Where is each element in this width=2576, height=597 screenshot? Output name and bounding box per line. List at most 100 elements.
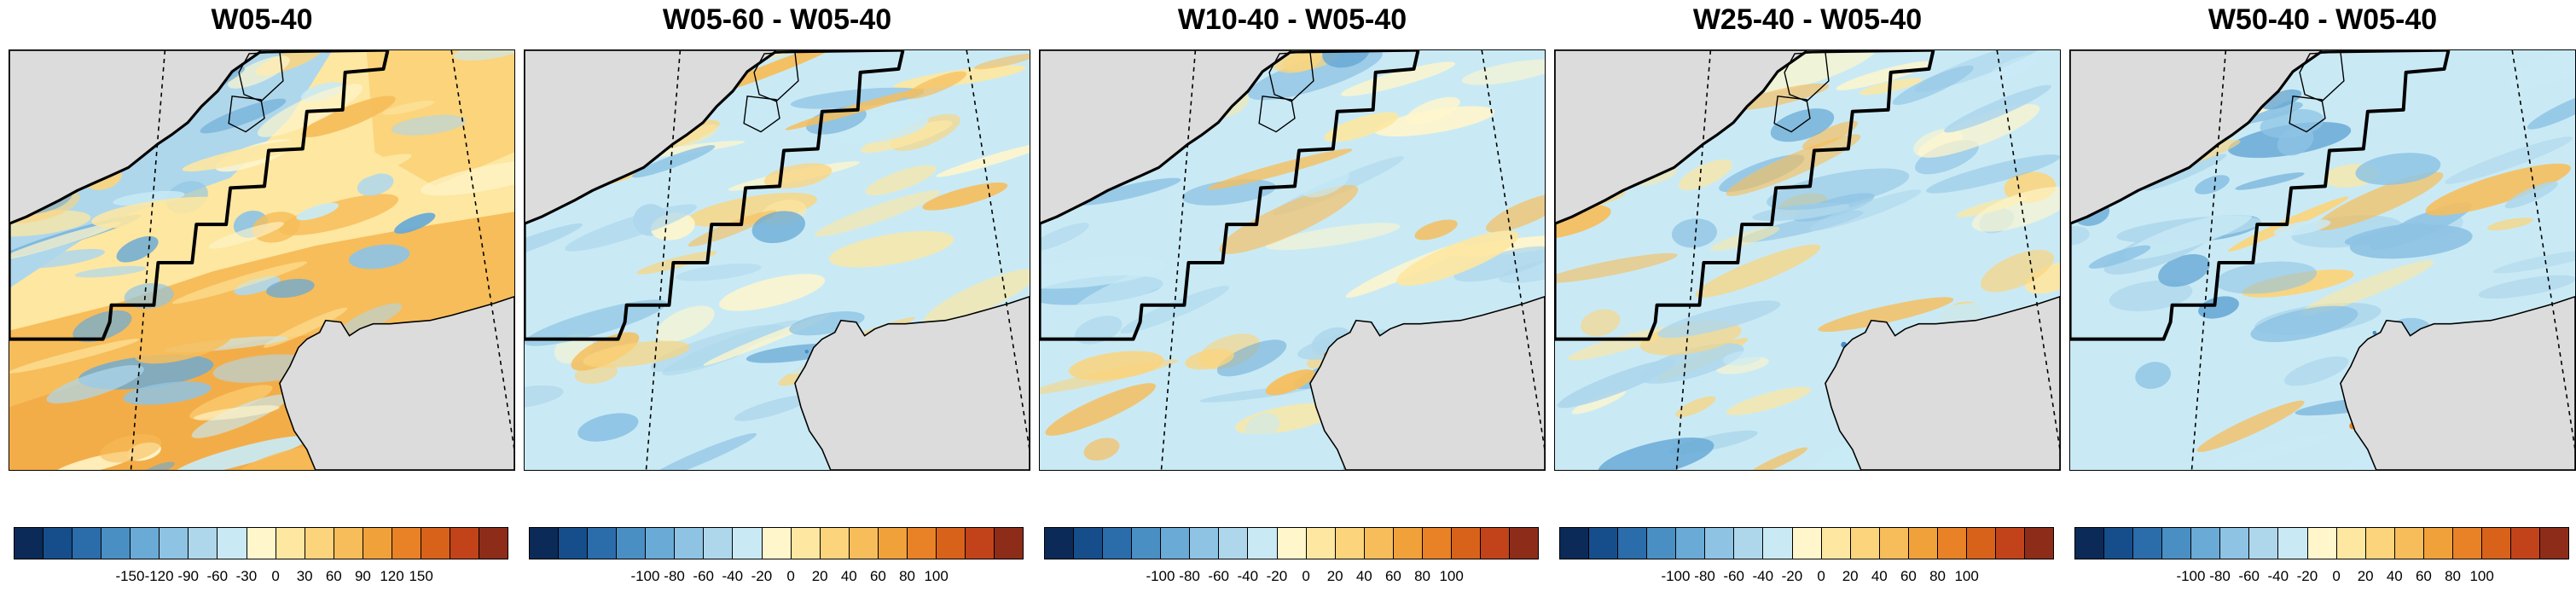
- colorbar-swatch: [2162, 528, 2192, 559]
- map-canvas: [525, 50, 1030, 470]
- colorbar-swatch: [849, 528, 879, 559]
- colorbar-swatch: [530, 528, 560, 559]
- colorbar-swatch: [1103, 528, 1133, 559]
- panel-title: W50-40 - W05-40: [2208, 3, 2438, 36]
- colorbar-tick-label: 60: [1900, 568, 1917, 584]
- map-panel: W25-40 - W05-40 -100 -80 -60 -40 -20 0 20 40 60 80…: [1554, 0, 2061, 597]
- colorbar-swatch: [1277, 528, 1307, 559]
- colorbar-swatch: [2365, 528, 2395, 559]
- colorbar-swatch: [73, 528, 102, 559]
- colorbar-tick-label: -80: [664, 568, 685, 584]
- colorbar-ticks: -150 -120 -90 -60 -30 0 30 60 90 120 150: [14, 568, 508, 590]
- colorbar-tick-label: 150: [409, 568, 433, 584]
- colorbar-swatch: [1879, 528, 1909, 559]
- land-mask: [1555, 50, 2060, 470]
- colorbar-swatch: [1850, 528, 1880, 559]
- colorbar-swatch: [44, 528, 73, 559]
- colorbar-tick-label: 80: [1414, 568, 1430, 584]
- colorbar-swatch: [1589, 528, 1619, 559]
- colorbar-tick-label: 80: [1929, 568, 1946, 584]
- colorbar-swatch: [2278, 528, 2308, 559]
- colorbar-swatch: [2025, 528, 2054, 559]
- colorbar-swatch: [450, 528, 479, 559]
- colorbar-swatch: [189, 528, 218, 559]
- colorbar-swatch: [1248, 528, 1278, 559]
- land-mask: [525, 50, 1030, 470]
- meridian-lines: [130, 50, 514, 470]
- colorbar-ticks: -100 -80 -60 -40 -20 0 20 40 60 80 100: [1559, 568, 2054, 590]
- colorbar-tick-label: 40: [2386, 568, 2403, 584]
- map-frame: [524, 49, 1030, 471]
- colorbar-swatch: [1908, 528, 1938, 559]
- colorbar-tick-label: 0: [1817, 568, 1825, 584]
- colorbar-tick-label: 0: [271, 568, 280, 584]
- meridian-lines: [2190, 50, 2575, 470]
- colorbar-tick-label: -80: [2209, 568, 2231, 584]
- map-canvas: [1555, 50, 2060, 470]
- colorbar: [529, 527, 1024, 559]
- colorbar-swatch: [791, 528, 821, 559]
- coastline-boundary: [1040, 50, 1419, 339]
- colorbar-tick-label: -40: [1752, 568, 1774, 584]
- colorbar-swatch: [2394, 528, 2424, 559]
- colorbar-swatch: [1618, 528, 1648, 559]
- colorbar-swatch: [1937, 528, 1967, 559]
- colorbar-tick-label: 60: [2415, 568, 2432, 584]
- colorbar-swatch: [1792, 528, 1822, 559]
- colorbar-tick-label: -150: [115, 568, 145, 584]
- colorbar-tick-label: -60: [1208, 568, 1229, 584]
- map-panel: W10-40 - W05-40 -100 -80 -60 -40 -20 0 20 40 60 80…: [1039, 0, 1546, 597]
- colorbar-swatch: [15, 528, 44, 559]
- colorbar-tick-label: -100: [630, 568, 660, 584]
- colorbar-swatch: [675, 528, 705, 559]
- colorbar-swatch: [704, 528, 734, 559]
- panel-title: W25-40 - W05-40: [1692, 3, 1923, 36]
- meridian-lines: [645, 50, 1030, 470]
- meridian-lines: [1675, 50, 2060, 470]
- colorbar-swatch: [1161, 528, 1191, 559]
- map-canvas: [9, 50, 514, 470]
- colorbar-swatch: [907, 528, 937, 559]
- map-panel: W50-40 - W05-40 -100 -80 -60 -40 -20 0 20 40 60 80…: [2069, 0, 2576, 597]
- panel-title: W05-40: [211, 3, 313, 36]
- colorbar-swatch: [1045, 528, 1075, 559]
- colorbar-swatch: [1335, 528, 1365, 559]
- coastline-boundary: [9, 50, 388, 339]
- colorbar-tick-label: 40: [1355, 568, 1372, 584]
- map-panel: W05-40 -150 -120 -90 -60 -30 0 30 60 90 120 150: [9, 0, 515, 597]
- colorbar-swatch: [2075, 528, 2105, 559]
- colorbar-swatch: [1132, 528, 1162, 559]
- colorbar-tick-label: 20: [2357, 568, 2374, 584]
- map-frame: [9, 49, 515, 471]
- colorbar-swatch: [2481, 528, 2511, 559]
- domain-boundary: [1555, 50, 1935, 341]
- colorbar-swatch: [1763, 528, 1793, 559]
- colorbar-swatch: [392, 528, 421, 559]
- colorbar-tick-label: -120: [144, 568, 174, 584]
- map-frame: [1039, 49, 1546, 471]
- colorbar-swatch: [2540, 528, 2569, 559]
- map-frame: [1554, 49, 2061, 471]
- domain-boundary: [2070, 50, 2451, 341]
- map-frame: [2069, 49, 2576, 471]
- colorbar-swatch: [878, 528, 908, 559]
- colorbar-tick-label: 20: [1842, 568, 1859, 584]
- map-panel: W05-60 - W05-40 -100 -80 -60 -40 -20 0 20 40 60 80…: [524, 0, 1030, 597]
- colorbar-tick-label: -60: [693, 568, 714, 584]
- colorbar-swatch: [1966, 528, 1996, 559]
- colorbar-swatch: [936, 528, 966, 559]
- colorbar-tick-label: -100: [1146, 568, 1175, 584]
- colorbar-swatch: [1422, 528, 1452, 559]
- colorbar-swatch: [2307, 528, 2337, 559]
- domain-boundary: [525, 50, 905, 341]
- colorbar-swatch: [617, 528, 647, 559]
- colorbar-tick-label: 20: [811, 568, 828, 584]
- colorbar-swatch: [820, 528, 850, 559]
- colorbar-tick-label: -80: [1694, 568, 1715, 584]
- land-mask: [2070, 50, 2575, 470]
- colorbar-tick-label: -20: [2296, 568, 2318, 584]
- colorbar-swatch: [479, 528, 508, 559]
- colorbar-swatch: [646, 528, 676, 559]
- colorbar-swatch: [421, 528, 450, 559]
- coastline-boundary: [2070, 50, 2449, 339]
